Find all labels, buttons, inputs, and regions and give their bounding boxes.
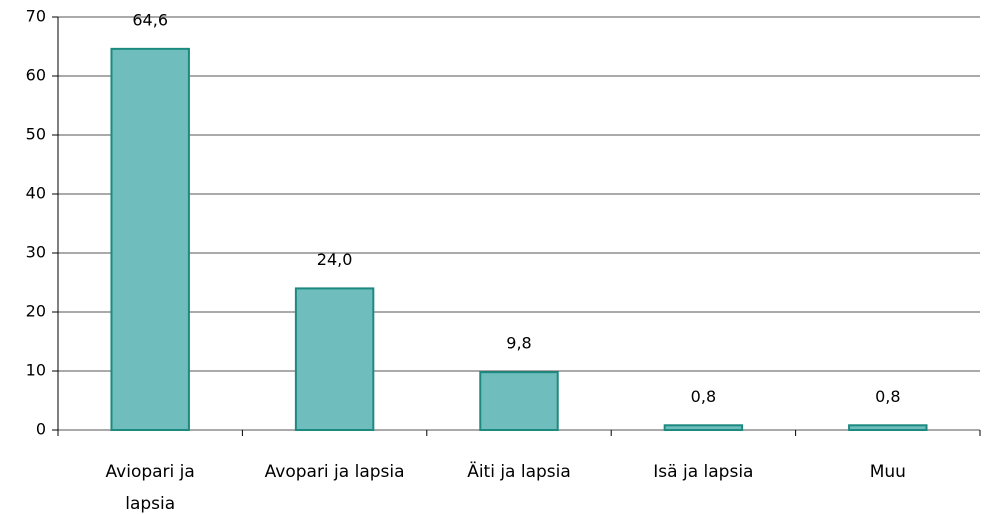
value-label: 64,6 xyxy=(132,10,168,29)
value-label: 0,8 xyxy=(875,387,900,406)
x-tick-label: Avopari ja lapsia xyxy=(264,462,405,482)
x-tick-label: Isä ja lapsia xyxy=(653,462,754,482)
bar xyxy=(110,47,190,432)
y-tick-label: 50 xyxy=(26,125,46,144)
y-tick-label: 40 xyxy=(26,184,46,203)
y-tick-label: 20 xyxy=(26,302,46,321)
y-tick-label: 30 xyxy=(26,243,46,262)
bar xyxy=(479,371,559,431)
y-tick-label: 70 xyxy=(26,7,46,26)
value-label: 9,8 xyxy=(506,334,531,353)
bar xyxy=(294,287,375,431)
value-label: 24,0 xyxy=(317,250,353,269)
x-tick-label: Muu xyxy=(869,462,906,482)
y-tick-label: 10 xyxy=(26,361,46,380)
y-tick-label: 0 xyxy=(36,420,46,439)
bar xyxy=(848,424,928,431)
x-tick-label: Aviopari ja lapsia xyxy=(105,462,195,514)
x-tick-label: Äiti ja lapsia xyxy=(467,462,571,482)
value-label: 0,8 xyxy=(691,387,716,406)
y-tick-label: 60 xyxy=(26,66,46,85)
bar xyxy=(663,424,744,431)
